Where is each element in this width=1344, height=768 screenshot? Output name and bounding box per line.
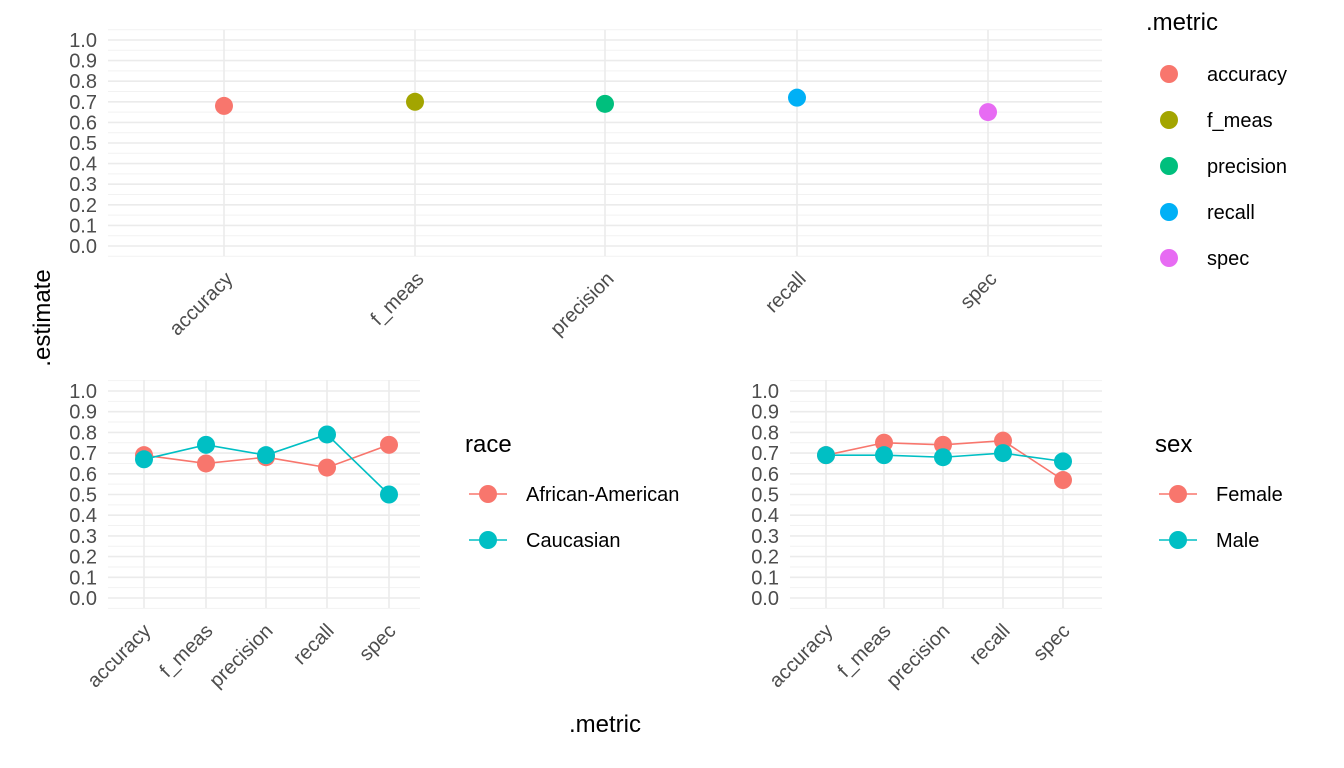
y-tick-label: 0.4: [69, 505, 97, 527]
y-tick-label: 0.6: [751, 464, 779, 486]
data-point: [788, 88, 806, 107]
x-tick-label: recall: [289, 620, 338, 669]
y-tick-label: 0.2: [69, 547, 97, 569]
y-tick-label: 0.4: [69, 154, 97, 176]
sex-panel-line-chart: 0.00.10.20.30.40.50.60.70.80.91.0 accurac…: [751, 380, 1102, 692]
data-point: [979, 103, 997, 122]
x-tick-label: precision: [882, 620, 954, 692]
x-tick-label: f_meas: [367, 268, 429, 330]
legends: .metric accuracy f_meas precision recall spec…: [465, 9, 1287, 552]
legend-label: precision: [1207, 156, 1287, 178]
y-tick-label: 0.3: [751, 526, 779, 548]
y-tick-label: 0.4: [751, 505, 779, 527]
x-tick-label: accuracy: [165, 268, 237, 340]
y-tick-label: 0.5: [69, 485, 97, 507]
legend-title-metric: .metric: [1146, 9, 1218, 36]
x-tick-label: recall: [965, 620, 1014, 669]
x-tick-label: spec: [355, 620, 400, 665]
y-tick-label: 0.8: [69, 422, 97, 444]
data-point: [817, 446, 835, 465]
top-panel-scatter: 0.00.10.20.30.40.50.60.70.80.91.0 accurac…: [69, 29, 1102, 340]
data-point: [994, 431, 1012, 450]
legend-key: [1169, 531, 1187, 549]
y-tick-label: 0.2: [751, 547, 779, 569]
y-tick-label: 0.3: [69, 174, 97, 196]
y-tick-label: 0.1: [69, 215, 97, 237]
x-tick-label: recall: [761, 268, 810, 317]
legend-key: [1160, 249, 1178, 267]
data-point: [406, 92, 424, 111]
data-point: [934, 448, 952, 467]
data-point: [257, 446, 275, 465]
y-axis-title: .estimate: [29, 269, 56, 366]
legend-key: [1160, 65, 1178, 83]
data-point: [380, 435, 398, 454]
data-point: [318, 425, 336, 444]
y-tick-label: 1.0: [751, 381, 779, 403]
legend-key: [1160, 157, 1178, 175]
y-tick-label: 0.7: [751, 443, 779, 465]
legend-key: [479, 531, 497, 549]
y-tick-label: 0.3: [69, 526, 97, 548]
data-point: [596, 94, 614, 113]
y-tick-label: 0.8: [69, 71, 97, 93]
data-point: [197, 454, 215, 473]
y-tick-label: 0.9: [69, 402, 97, 424]
race-panel-line-chart: 0.00.10.20.30.40.50.60.70.80.91.0 accurac…: [69, 380, 420, 692]
y-tick-label: 0.9: [751, 402, 779, 424]
data-point: [135, 450, 153, 469]
y-tick-label: 0.1: [751, 567, 779, 589]
legend-label: recall: [1207, 202, 1255, 224]
legend-label: Female: [1216, 484, 1283, 506]
y-tick-label: 0.7: [69, 443, 97, 465]
data-point: [215, 96, 233, 115]
x-axis-title: .metric: [569, 711, 641, 738]
y-tick-label: 0.0: [69, 236, 97, 258]
data-point: [934, 435, 952, 454]
legend-title-2: sex: [1155, 431, 1192, 458]
y-tick-label: 0.5: [69, 133, 97, 155]
y-tick-label: 0.6: [69, 464, 97, 486]
x-tick-label: spec: [956, 268, 1001, 313]
x-tick-label: accuracy: [83, 620, 155, 692]
data-point: [875, 433, 893, 452]
legend-key: [1169, 485, 1187, 503]
y-tick-label: 0.6: [69, 112, 97, 134]
y-tick-label: 0.5: [751, 485, 779, 507]
legend-title-1: race: [465, 431, 512, 458]
y-tick-label: 0.7: [69, 92, 97, 114]
data-point: [875, 446, 893, 465]
y-tick-label: 1.0: [69, 381, 97, 403]
legend-label: African-American: [526, 484, 679, 506]
data-point: [380, 485, 398, 504]
y-tick-label: 0.8: [751, 422, 779, 444]
legend-label: f_meas: [1207, 110, 1273, 132]
x-tick-label: accuracy: [765, 620, 837, 692]
y-tick-label: 0.1: [69, 567, 97, 589]
data-point: [197, 435, 215, 454]
y-tick-label: 0.9: [69, 51, 97, 73]
legend-label: Caucasian: [526, 530, 621, 552]
x-tick-label: precision: [205, 620, 277, 692]
y-tick-label: 1.0: [69, 30, 97, 52]
data-point: [318, 458, 336, 477]
legend-key: [1160, 111, 1178, 129]
legend-label: spec: [1207, 248, 1249, 270]
data-point: [994, 444, 1012, 463]
data-point: [1054, 471, 1072, 490]
y-tick-label: 0.2: [69, 195, 97, 217]
legend-key: [1160, 203, 1178, 221]
x-tick-label: spec: [1029, 620, 1074, 665]
legend-key: [479, 485, 497, 503]
y-tick-label: 0.0: [69, 588, 97, 610]
legend-label: Male: [1216, 530, 1259, 552]
x-tick-label: precision: [546, 268, 618, 340]
legend-label: accuracy: [1207, 64, 1287, 86]
y-tick-label: 0.0: [751, 588, 779, 610]
data-point: [1054, 452, 1072, 471]
